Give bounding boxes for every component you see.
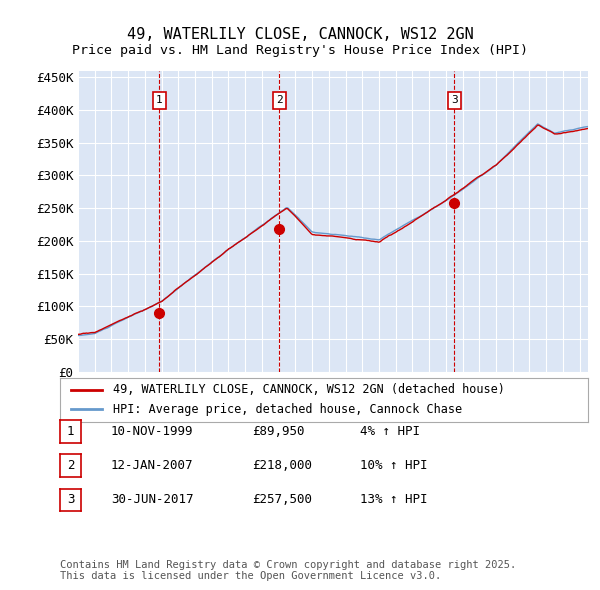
Text: £89,950: £89,950 — [252, 425, 305, 438]
Text: 3: 3 — [451, 95, 458, 105]
Text: 2: 2 — [67, 459, 74, 472]
Text: Price paid vs. HM Land Registry's House Price Index (HPI): Price paid vs. HM Land Registry's House … — [72, 44, 528, 57]
Text: 12-JAN-2007: 12-JAN-2007 — [111, 459, 193, 472]
Text: 13% ↑ HPI: 13% ↑ HPI — [360, 493, 427, 506]
Text: Contains HM Land Registry data © Crown copyright and database right 2025.
This d: Contains HM Land Registry data © Crown c… — [60, 559, 516, 581]
Text: 49, WATERLILY CLOSE, CANNOCK, WS12 2GN (detached house): 49, WATERLILY CLOSE, CANNOCK, WS12 2GN (… — [113, 384, 505, 396]
Text: HPI: Average price, detached house, Cannock Chase: HPI: Average price, detached house, Cann… — [113, 403, 462, 416]
Text: 1: 1 — [67, 425, 74, 438]
Text: 3: 3 — [67, 493, 74, 506]
Text: 49, WATERLILY CLOSE, CANNOCK, WS12 2GN: 49, WATERLILY CLOSE, CANNOCK, WS12 2GN — [127, 27, 473, 41]
Text: £218,000: £218,000 — [252, 459, 312, 472]
Text: 1: 1 — [156, 95, 163, 105]
Text: 10-NOV-1999: 10-NOV-1999 — [111, 425, 193, 438]
Text: 10% ↑ HPI: 10% ↑ HPI — [360, 459, 427, 472]
Text: 2: 2 — [276, 95, 283, 105]
Text: 4% ↑ HPI: 4% ↑ HPI — [360, 425, 420, 438]
Text: 30-JUN-2017: 30-JUN-2017 — [111, 493, 193, 506]
Text: £257,500: £257,500 — [252, 493, 312, 506]
